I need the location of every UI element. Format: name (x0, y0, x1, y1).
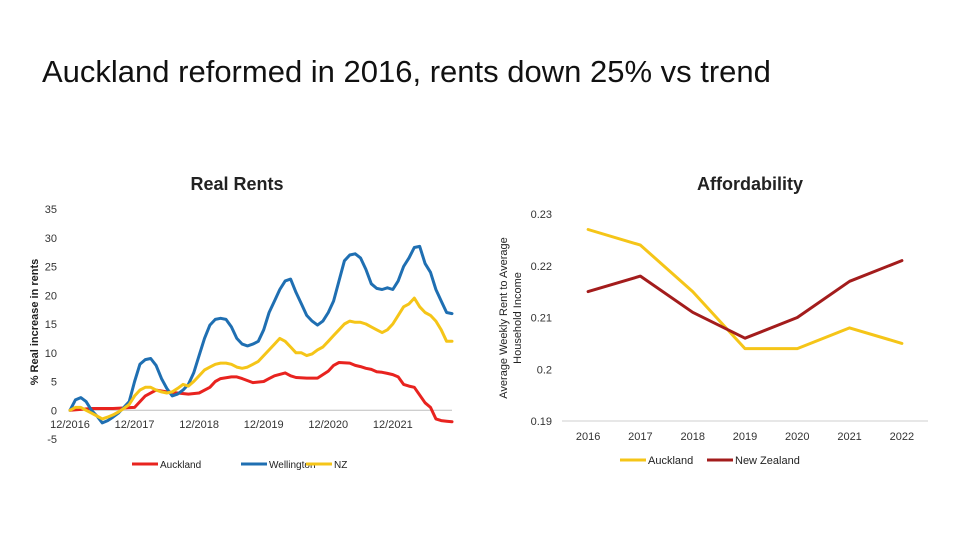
real-rents-chart: Real Rents -5 0 5 10 15 20 25 30 35 12/2016 12/201… (29, 174, 454, 471)
real-rents-ytick-label: 30 (45, 233, 57, 245)
real-rents-series-auckland (68, 361, 454, 424)
real-rents-ylabel: % Real increase in rents (29, 259, 41, 386)
real-rents-series-group (68, 244, 454, 425)
real-rents-legend-label-nz: NZ (334, 460, 347, 471)
real-rents-ytick-label: 0 (51, 405, 57, 417)
slide-title: Auckland reformed in 2016, rents down 25… (42, 54, 771, 89)
affordability-series-auckland (586, 228, 904, 351)
real-rents-ytick-label: 20 (45, 290, 57, 302)
affordability-xtick-label: 2018 (680, 431, 704, 443)
affordability-axes: 0.19 0.2 0.21 0.22 0.23 2016 2017 2018 2019 2020 2… (531, 209, 928, 443)
real-rents-axes: -5 0 5 10 15 20 25 30 35 12/2016 12/2017 12/2018 12/… (45, 204, 452, 446)
affordability-legend: Auckland New Zealand (620, 455, 800, 467)
real-rents-ytick-label: 5 (51, 377, 57, 389)
affordability-legend-label-auckland: Auckland (648, 455, 693, 467)
real-rents-xtick-label: 12/2021 (373, 419, 413, 431)
real-rents-legend: Auckland Wellington NZ (132, 460, 347, 471)
real-rents-legend-label-wellington: Wellington (269, 460, 316, 471)
real-rents-ytick-label: 10 (45, 348, 57, 360)
affordability-xtick-label: 2021 (837, 431, 861, 443)
affordability-ytick-label: 0.19 (531, 416, 552, 428)
real-rents-series-nz (68, 296, 454, 421)
real-rents-ytick-label: -5 (47, 434, 57, 446)
affordability-series-new-zealand (586, 259, 904, 340)
affordability-legend-label-new-zealand: New Zealand (735, 455, 800, 467)
real-rents-xtick-label: 12/2019 (244, 419, 284, 431)
real-rents-xtick-label: 12/2017 (115, 419, 155, 431)
affordability-ytick-label: 0.22 (531, 261, 552, 273)
real-rents-xtick-label: 12/2018 (179, 419, 219, 431)
affordability-ytick-label: 0.23 (531, 209, 552, 221)
real-rents-xtick-label: 12/2020 (308, 419, 348, 431)
affordability-ylabel-line1: Average Weekly Rent to Average (498, 237, 510, 398)
real-rents-series-wellington (68, 244, 454, 425)
real-rents-title: Real Rents (190, 174, 283, 194)
affordability-series-group (586, 228, 904, 351)
affordability-ylabel-line2: Household Income (512, 272, 524, 364)
affordability-xtick-label: 2017 (628, 431, 652, 443)
affordability-xtick-label: 2016 (576, 431, 600, 443)
real-rents-xtick-label: 12/2016 (50, 419, 90, 431)
affordability-title: Affordability (697, 174, 803, 194)
affordability-xtick-label: 2020 (785, 431, 809, 443)
real-rents-legend-label-auckland: Auckland (160, 460, 201, 471)
affordability-ytick-label: 0.21 (531, 313, 552, 325)
affordability-ytick-label: 0.2 (537, 364, 552, 376)
affordability-xtick-label: 2019 (733, 431, 757, 443)
real-rents-ytick-label: 15 (45, 319, 57, 331)
affordability-xtick-label: 2022 (890, 431, 914, 443)
real-rents-ytick-label: 25 (45, 262, 57, 274)
affordability-chart: Affordability 0.19 0.2 0.21 0.22 0.23 2016 201… (498, 174, 928, 467)
real-rents-ytick-label: 35 (45, 204, 57, 216)
